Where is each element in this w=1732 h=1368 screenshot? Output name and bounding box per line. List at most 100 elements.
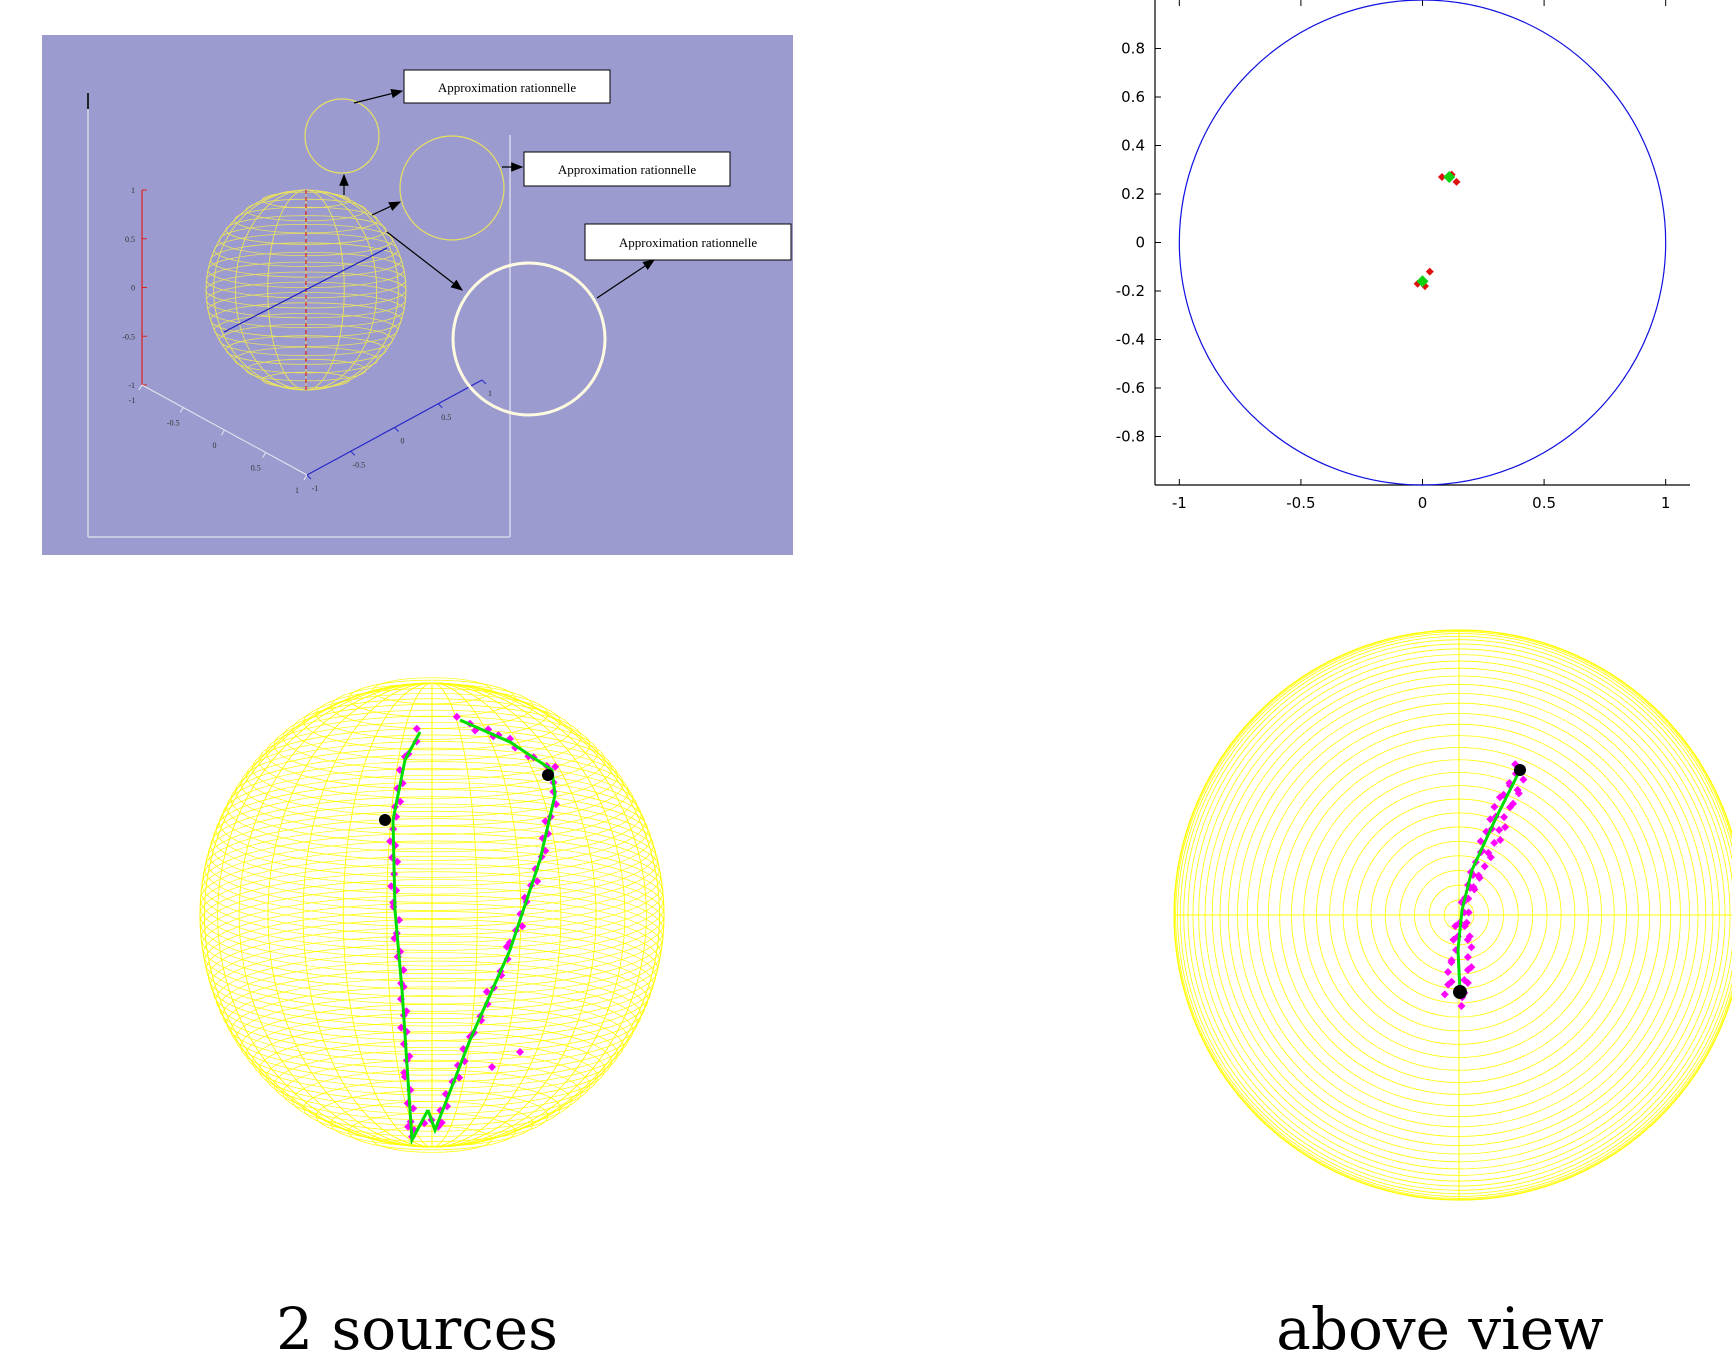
trace-marker bbox=[396, 797, 405, 806]
callout-top-label: Approximation rationnelle bbox=[438, 80, 577, 95]
y-tick-label: 0.2 bbox=[1121, 185, 1145, 203]
x-tick-label: -1 bbox=[1172, 494, 1187, 512]
y-tick-label: 1 bbox=[488, 389, 492, 398]
trace-marker bbox=[460, 1057, 469, 1066]
trace-marker bbox=[1490, 838, 1499, 847]
plot-background bbox=[42, 35, 793, 555]
sphere-sources-canvas bbox=[199, 677, 665, 1153]
z-tick-label: -0.5 bbox=[122, 332, 135, 341]
fit-curve-left bbox=[391, 731, 430, 1146]
trace-marker bbox=[1482, 827, 1491, 836]
callout-middle: Approximation rationnelle bbox=[523, 151, 731, 187]
x-tick-mark bbox=[221, 429, 225, 436]
trace-marker bbox=[1495, 826, 1504, 835]
trace-marker bbox=[551, 762, 560, 771]
source-traces bbox=[379, 712, 561, 1146]
y-tick-label: -0.5 bbox=[352, 460, 365, 469]
source-marker bbox=[379, 814, 391, 826]
caption-two-sources: 2 sources bbox=[276, 1295, 558, 1363]
sphere-two-sources bbox=[180, 660, 680, 1180]
y-axis-ticks: -1 -0.5 0 0.5 1 bbox=[306, 379, 492, 493]
projection-circle-top bbox=[304, 98, 380, 174]
trace-marker bbox=[1463, 953, 1472, 962]
trace-marker bbox=[533, 877, 542, 886]
fit-curve bbox=[1456, 769, 1522, 993]
unit-circle bbox=[1178, 0, 1667, 486]
callout-bottom: Approximation rationnelle bbox=[584, 223, 792, 261]
trace-marker bbox=[1440, 990, 1449, 999]
trace-marker bbox=[1452, 946, 1461, 954]
trace-marker bbox=[1470, 885, 1479, 894]
z-axis-ticks: 1 0.5 0 -0.5 -1 bbox=[122, 186, 147, 390]
data-point bbox=[1452, 177, 1461, 186]
plot-points bbox=[1413, 170, 1461, 291]
sphere-latitude bbox=[205, 271, 407, 309]
source-marker bbox=[1514, 764, 1526, 776]
y-tick-mark bbox=[350, 450, 356, 456]
z-tick-label: 1 bbox=[131, 186, 135, 195]
x-tick-mark bbox=[138, 384, 143, 391]
source-marker bbox=[542, 769, 554, 781]
projection-circle-middle bbox=[399, 135, 505, 241]
sphere-wireframe bbox=[199, 677, 665, 1153]
fit-curve-right bbox=[426, 718, 557, 1135]
z-tick-label: 0.5 bbox=[125, 235, 135, 244]
trace-marker bbox=[1486, 815, 1495, 824]
trace-marker bbox=[1486, 853, 1495, 862]
trace-marker bbox=[1463, 978, 1472, 987]
trace-marker bbox=[1506, 803, 1514, 812]
source-traces bbox=[1440, 760, 1528, 1010]
trace-marker bbox=[1451, 922, 1460, 931]
unit-circle-path bbox=[1178, 0, 1667, 486]
caption-above-view: above view bbox=[1276, 1295, 1604, 1363]
unit-circle-plot: -1 -0.5 0 0.5 1 0.8 0.6 0.4 0.2 0 -0.2 -0.4 -0.6 -0.8 bbox=[1100, 0, 1732, 560]
x-tick-label: -1 bbox=[129, 396, 136, 405]
data-point bbox=[1437, 173, 1446, 182]
trace-marker bbox=[1444, 980, 1453, 989]
y-tick-label: -0.2 bbox=[1116, 282, 1145, 300]
x-tick-label: -0.5 bbox=[1286, 494, 1315, 512]
trace-marker bbox=[516, 910, 525, 918]
x-axis-ticks: -1 -0.5 0 0.5 1 bbox=[129, 384, 308, 495]
stray-marker bbox=[516, 1048, 524, 1056]
x-tick-mark bbox=[179, 407, 184, 413]
trace-marker bbox=[1496, 793, 1504, 802]
arrow-bottom-circle-to-callout bbox=[596, 259, 655, 299]
y-tick-label: -0.6 bbox=[1116, 379, 1145, 397]
trace-marker bbox=[484, 725, 493, 734]
callout-middle-label: Approximation rationnelle bbox=[558, 162, 697, 177]
y-tick-label: -0.4 bbox=[1116, 331, 1145, 349]
y-tick-label: -0.8 bbox=[1116, 428, 1145, 446]
trace-marker bbox=[1496, 835, 1505, 844]
x-tick-label: 0 bbox=[1418, 494, 1428, 512]
data-point bbox=[1443, 171, 1456, 184]
trace-marker bbox=[1457, 1002, 1466, 1010]
trace-marker bbox=[518, 922, 527, 931]
trace-marker bbox=[1464, 908, 1473, 917]
x-tick-mark bbox=[303, 474, 308, 481]
y-tick-label: 0 bbox=[1135, 234, 1145, 252]
trace-marker bbox=[443, 1102, 452, 1111]
trace-marker bbox=[531, 865, 540, 873]
x-tick-label: 0.5 bbox=[1532, 494, 1556, 512]
y-tick-label: 0.8 bbox=[1121, 40, 1145, 58]
trace-marker bbox=[1463, 966, 1472, 975]
trace-marker bbox=[482, 987, 491, 996]
data-point bbox=[1416, 275, 1429, 288]
trace-marker bbox=[1462, 918, 1471, 927]
trace-marker bbox=[412, 724, 421, 733]
trace-marker bbox=[1447, 958, 1456, 967]
y-tick-label: 0.4 bbox=[1121, 137, 1145, 155]
z-tick-label: 0 bbox=[131, 284, 135, 293]
trace-marker bbox=[1460, 922, 1469, 931]
sphere-above-canvas bbox=[1173, 629, 1732, 1201]
arrow-sphere-to-bottom-circle bbox=[386, 231, 463, 291]
trace-marker bbox=[471, 726, 480, 735]
y-tick-label: 0.6 bbox=[1121, 88, 1145, 106]
x-tick-label: 1 bbox=[1661, 494, 1671, 512]
sphere-latitude bbox=[207, 251, 405, 289]
trace-marker bbox=[1447, 977, 1456, 986]
x-tick-label: 0 bbox=[213, 441, 217, 450]
trace-marker bbox=[1467, 943, 1476, 952]
y-tick-mark bbox=[437, 403, 443, 409]
